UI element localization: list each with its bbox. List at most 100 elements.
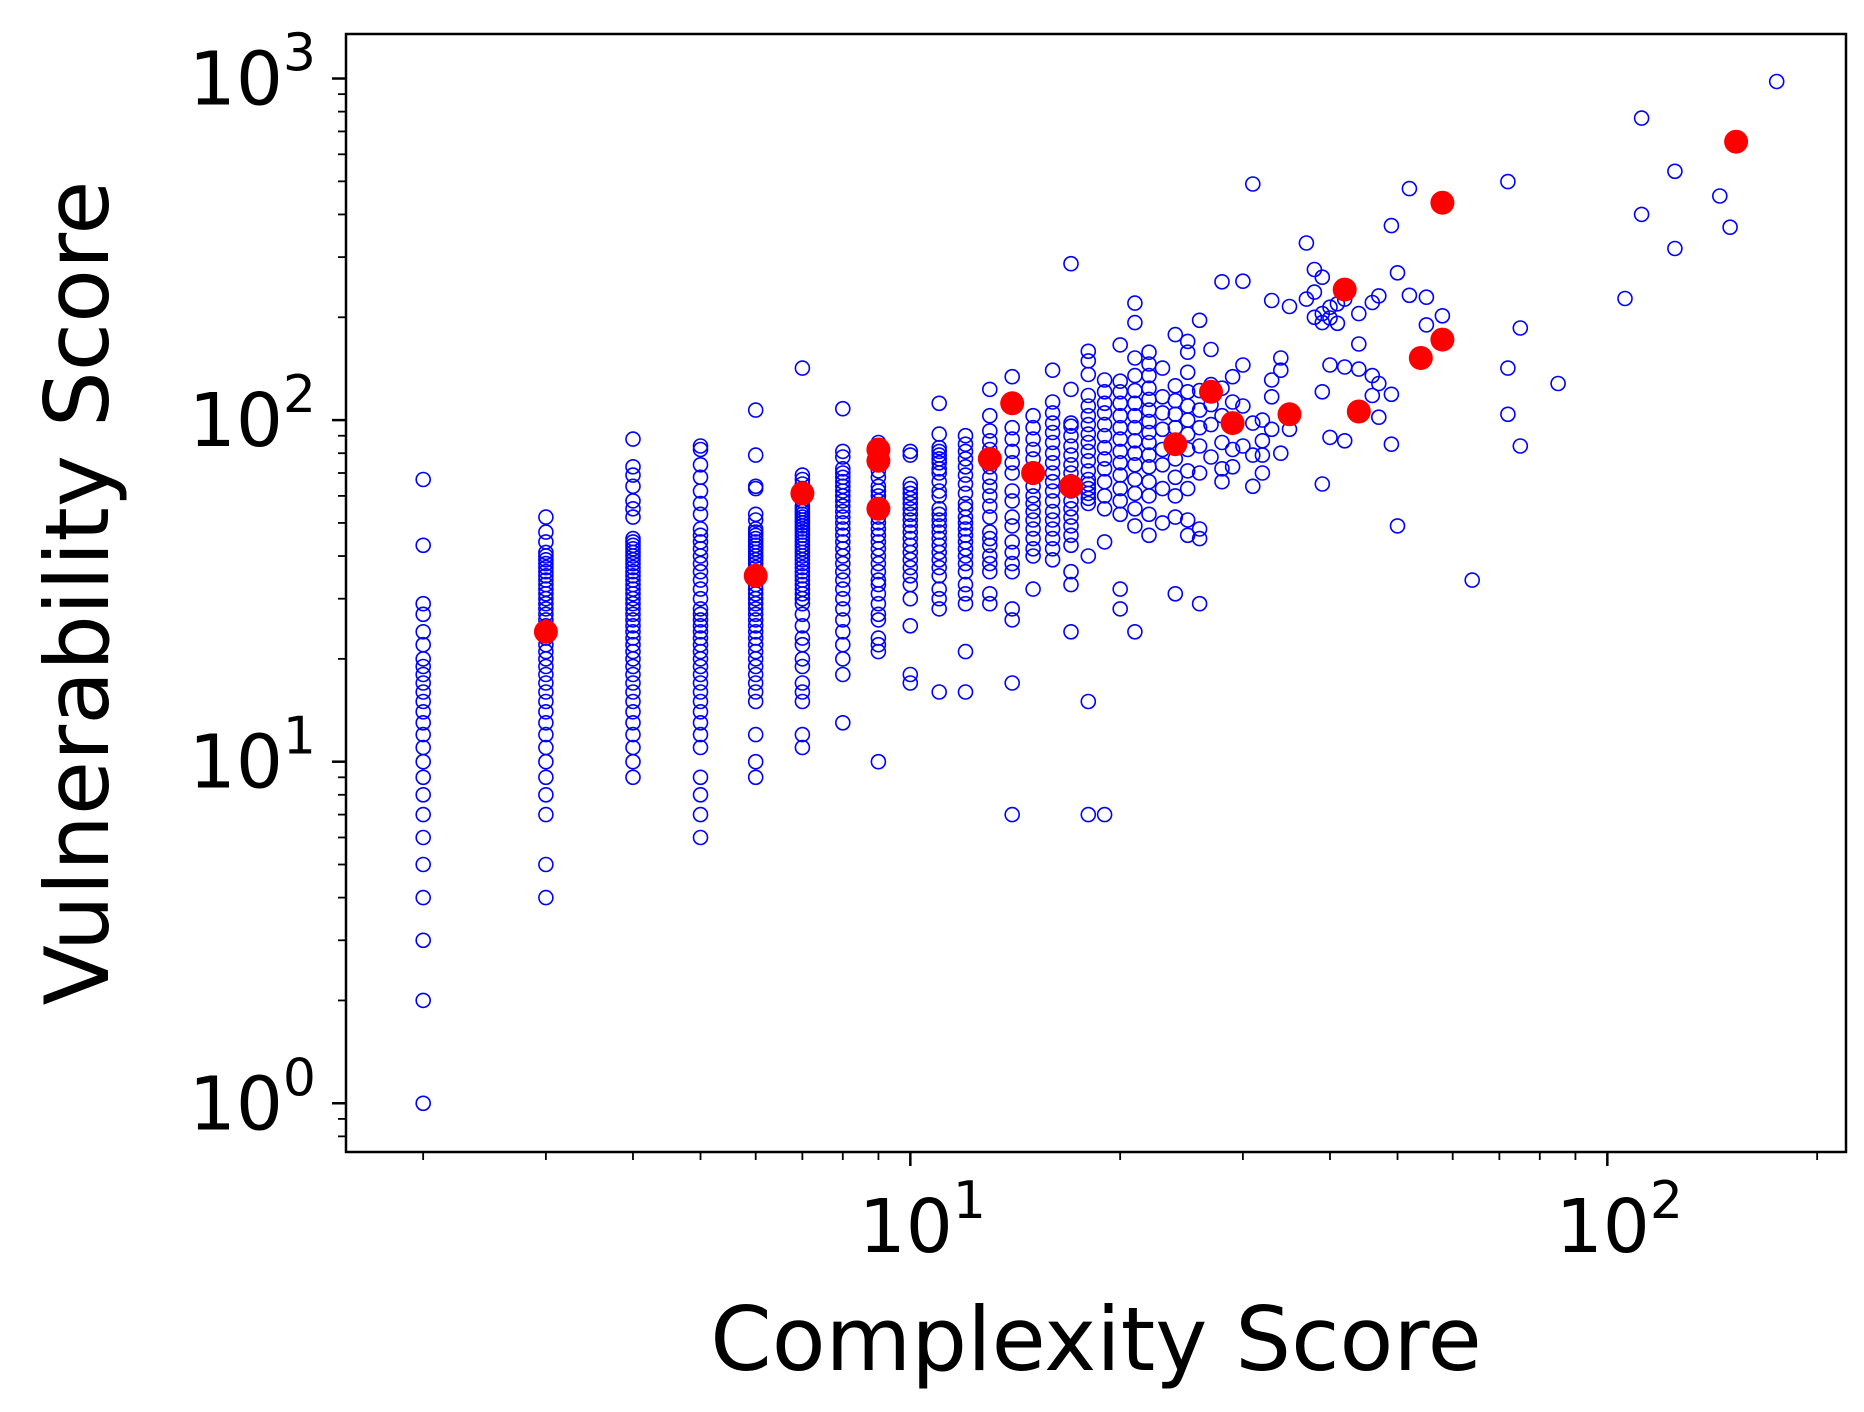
- data-point: [692, 456, 709, 473]
- data-point: [625, 540, 641, 557]
- data-point: [1500, 173, 1516, 190]
- data-point: [625, 675, 641, 691]
- data-point: [1025, 548, 1041, 564]
- data-point: [1235, 398, 1251, 414]
- data-point: [1141, 413, 1157, 430]
- data-point: [625, 431, 641, 447]
- data-point: [870, 612, 887, 628]
- data-point: [931, 506, 948, 523]
- data-point: [1141, 380, 1157, 397]
- data-point: [1224, 368, 1241, 385]
- data-point: [957, 643, 974, 660]
- data-point: [870, 527, 887, 544]
- data-point: [1096, 383, 1113, 400]
- highlight-point: [977, 446, 1002, 471]
- data-point: [625, 666, 641, 683]
- data-point: [1096, 427, 1113, 444]
- data-point: [415, 856, 432, 873]
- data-point: [1127, 395, 1143, 412]
- data-point: [747, 612, 764, 628]
- data-point: [1096, 806, 1113, 823]
- data-point: [1154, 456, 1171, 473]
- data-point: [1025, 431, 1041, 447]
- data-point: [1044, 503, 1061, 520]
- data-point: [1004, 419, 1021, 436]
- data-point: [747, 675, 764, 691]
- data-point: [1371, 409, 1387, 426]
- data-point: [625, 500, 641, 517]
- data-point: [1722, 219, 1738, 235]
- data-point: [747, 402, 764, 418]
- data-point: [747, 512, 764, 528]
- data-point: [1112, 454, 1128, 471]
- data-point: [902, 495, 919, 512]
- data-point: [1351, 361, 1367, 377]
- data-point: [1167, 509, 1184, 525]
- data-point: [1004, 544, 1021, 561]
- data-point: [870, 606, 887, 623]
- data-point: [931, 483, 948, 499]
- data-point: [1063, 418, 1079, 435]
- highlight-point: [743, 563, 768, 588]
- data-point: [794, 606, 811, 623]
- data-point: [1044, 530, 1061, 547]
- data-point: [1371, 375, 1387, 392]
- data-point: [957, 527, 974, 544]
- data-point: [1096, 405, 1113, 421]
- data-point: [1235, 438, 1251, 454]
- data-point: [1214, 434, 1230, 451]
- data-point: [415, 623, 432, 640]
- data-point: [415, 726, 432, 743]
- data-point: [1191, 419, 1208, 436]
- data-point: [538, 551, 554, 568]
- data-point: [415, 537, 432, 554]
- data-point: [625, 467, 641, 483]
- data-point: [1401, 287, 1418, 304]
- data-point: [538, 714, 554, 731]
- highlight-point: [1724, 129, 1749, 154]
- data-point: [870, 595, 887, 612]
- data-point: [931, 500, 948, 517]
- data-point: [415, 932, 432, 949]
- data-point: [538, 563, 554, 580]
- data-point: [1025, 540, 1041, 557]
- data-point: [1191, 438, 1208, 454]
- data-point: [834, 515, 851, 531]
- data-point: [1004, 675, 1021, 691]
- data-point: [794, 675, 811, 691]
- highlight-point: [533, 619, 558, 644]
- data-point: [902, 590, 919, 607]
- data-point: [902, 666, 919, 683]
- data-point: [957, 563, 974, 580]
- data-point: [625, 684, 641, 700]
- data-point: [957, 467, 974, 483]
- data-point: [1044, 405, 1061, 421]
- data-point: [1004, 601, 1021, 617]
- data-point: [1336, 359, 1353, 375]
- data-point: [1418, 289, 1435, 306]
- data-point: [1167, 488, 1184, 504]
- data-point: [1044, 540, 1061, 557]
- data-point: [931, 451, 948, 467]
- data-point: [1025, 495, 1041, 512]
- data-point: [415, 471, 432, 488]
- data-point: [1329, 315, 1346, 332]
- data-point: [902, 443, 919, 460]
- data-point: [625, 606, 641, 623]
- data-point: [1314, 314, 1331, 331]
- data-point: [747, 617, 764, 634]
- data-point: [415, 753, 432, 770]
- data-point: [625, 601, 641, 617]
- data-point: [931, 567, 948, 584]
- data-point: [747, 769, 764, 786]
- data-point: [981, 478, 998, 495]
- data-point: [1025, 407, 1041, 424]
- data-point: [1273, 350, 1289, 366]
- data-point: [931, 524, 948, 540]
- data-point: [1063, 427, 1079, 444]
- data-point: [1004, 612, 1021, 628]
- data-point: [1235, 357, 1251, 373]
- highlight-point: [1163, 432, 1188, 457]
- data-point: [931, 447, 948, 463]
- data-point: [1617, 290, 1633, 307]
